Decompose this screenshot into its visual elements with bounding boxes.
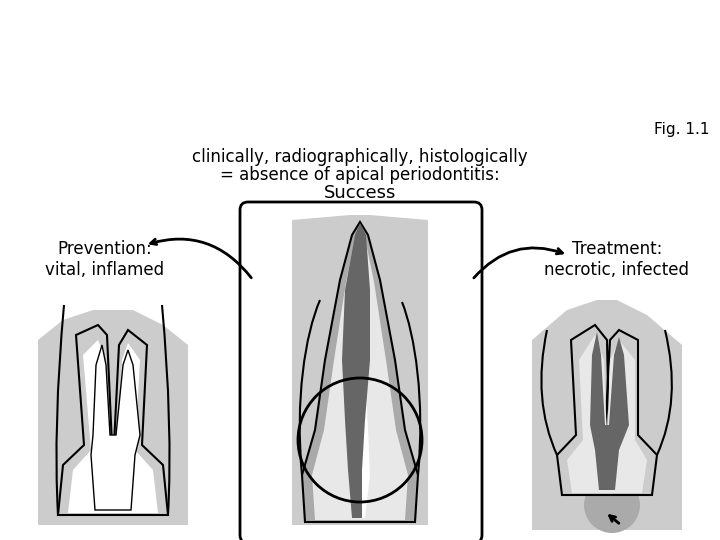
Polygon shape (68, 340, 158, 513)
Text: Success: Success (324, 184, 396, 202)
Text: Treatment:
necrotic, infected: Treatment: necrotic, infected (544, 240, 690, 279)
Polygon shape (91, 345, 140, 510)
Polygon shape (557, 325, 657, 495)
Polygon shape (312, 225, 408, 520)
Text: Fig. 1.1: Fig. 1.1 (654, 122, 710, 137)
Polygon shape (567, 335, 647, 493)
Polygon shape (58, 325, 168, 515)
Text: clinically, radiographically, histologically: clinically, radiographically, histologic… (192, 148, 528, 166)
Circle shape (584, 477, 640, 533)
Polygon shape (38, 310, 188, 525)
Polygon shape (342, 223, 370, 518)
Polygon shape (302, 222, 418, 522)
Polygon shape (532, 300, 682, 530)
Polygon shape (357, 330, 370, 518)
Text: Prevention:
vital, inflamed: Prevention: vital, inflamed (45, 240, 165, 279)
Polygon shape (292, 215, 428, 525)
Text: = absence of apical periodontitis:: = absence of apical periodontitis: (220, 166, 500, 184)
Polygon shape (590, 332, 629, 490)
